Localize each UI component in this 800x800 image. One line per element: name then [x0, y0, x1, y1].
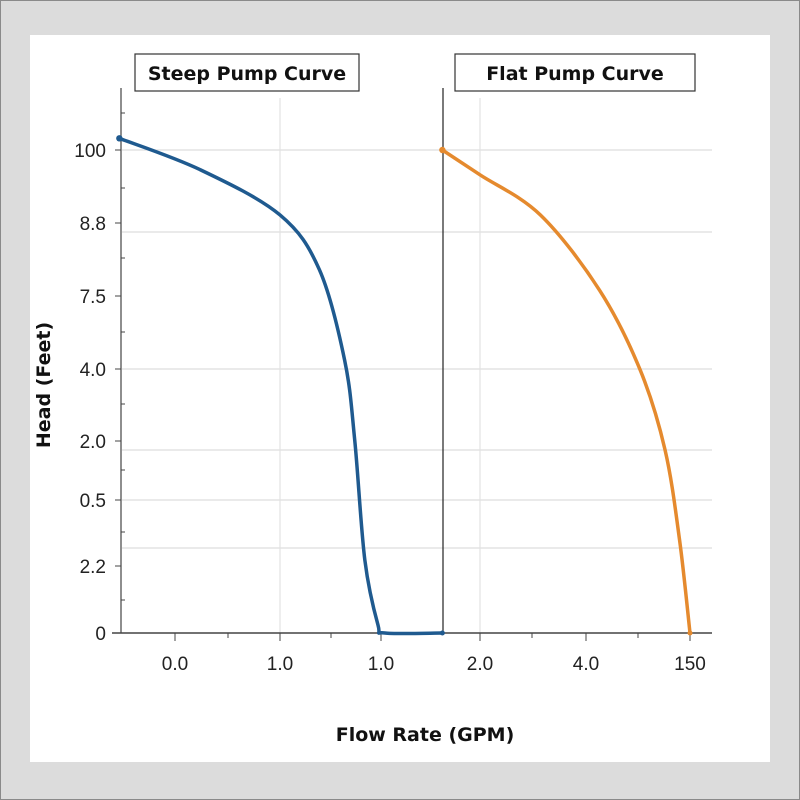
y-tick-label: 2.0 [80, 432, 106, 453]
title-box-steep [134, 53, 360, 92]
y-axis-label: Head (Feet) [33, 322, 55, 448]
y-tick-label: 8.8 [80, 214, 106, 235]
x-tick-label: 1.0 [368, 654, 394, 675]
series-lines [116, 135, 693, 636]
curve-endpoint [116, 135, 123, 142]
title-steep: Steep Pump Curve [148, 63, 346, 85]
y-ticks: 0 2.2 0.5 2.0 4.0 7.5 8.8 100 [74, 141, 121, 645]
title-box-flat [454, 53, 696, 92]
x-axis-label: Flow Rate (GPM) [336, 724, 515, 746]
flat-curve-line [440, 148, 692, 635]
curve-endpoint [687, 630, 693, 636]
y-tick-label: 100 [74, 141, 106, 162]
curve-endpoint [439, 146, 446, 154]
curve-endpoint [439, 630, 445, 636]
x-tick-label: 150 [674, 654, 706, 675]
y-tick-label: 0.5 [80, 491, 106, 512]
y-tick-label: 0 [95, 624, 106, 645]
y-tick-label: 4.0 [80, 360, 106, 381]
x-tick-label: 4.0 [573, 654, 599, 675]
chart-panel [30, 35, 770, 762]
y-tick-label: 2.2 [80, 557, 106, 578]
y-tick-label: 7.5 [80, 287, 106, 308]
steep-curve-line [117, 136, 445, 636]
title-flat: Flat Pump Curve [486, 63, 664, 85]
gridlines [122, 98, 712, 633]
x-tick-label: 2.0 [467, 654, 493, 675]
x-tick-label: 0.0 [162, 654, 188, 675]
x-ticks: 0.0 1.0 1.0 2.0 4.0 150 [162, 633, 706, 675]
x-tick-label: 1.0 [267, 654, 293, 675]
